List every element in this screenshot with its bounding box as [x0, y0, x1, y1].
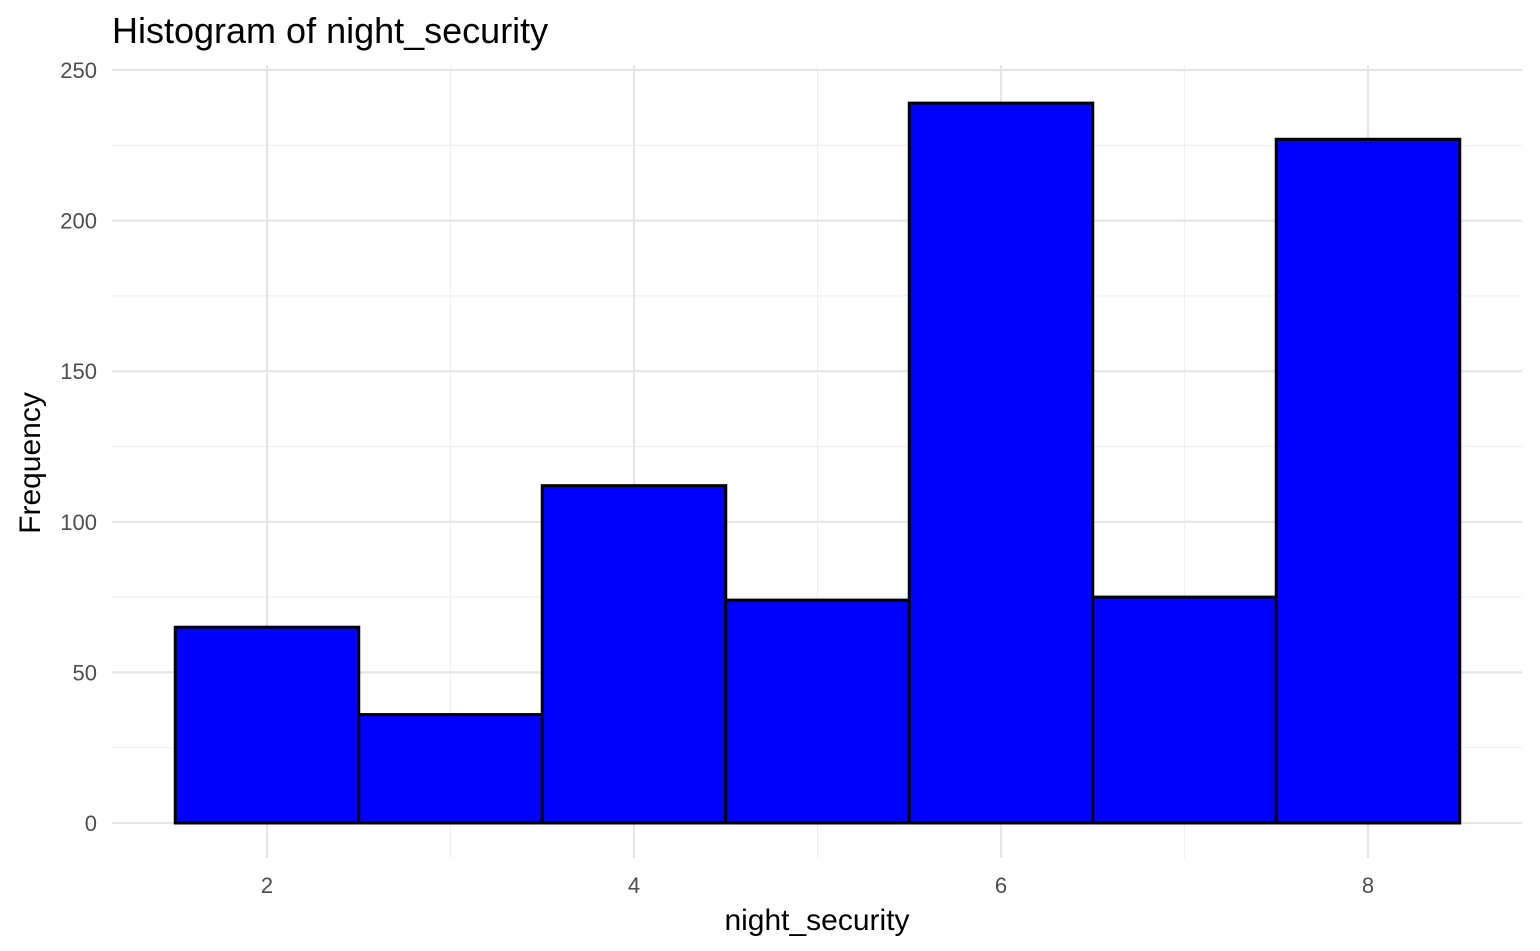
histogram-bar — [1274, 137, 1462, 825]
x-tick-label: 2 — [261, 873, 273, 898]
chart-title: Histogram of night_security — [112, 10, 548, 51]
x-tick-label: 8 — [1362, 873, 1374, 898]
histogram-bar — [907, 101, 1095, 825]
histogram-bar — [357, 713, 544, 825]
bars — [173, 101, 1462, 825]
y-tick-label: 50 — [73, 660, 97, 685]
x-tick-label: 4 — [628, 873, 640, 898]
y-tick-label: 150 — [60, 359, 97, 384]
x-tick-label: 6 — [995, 873, 1007, 898]
histogram-bar — [540, 484, 728, 825]
x-axis-title: night_security — [724, 904, 909, 937]
y-axis-title: Frequency — [14, 392, 47, 534]
y-tick-labels: 0 50 100 150 200 250 — [60, 58, 97, 836]
histogram-bar — [173, 625, 361, 825]
y-tick-label: 100 — [60, 510, 97, 535]
y-tick-label: 0 — [85, 811, 97, 836]
histogram-bar — [1091, 595, 1278, 825]
y-tick-label: 250 — [60, 58, 97, 83]
y-tick-label: 200 — [60, 209, 97, 234]
histogram-bar — [724, 598, 911, 825]
x-tick-labels: 2 4 6 8 — [261, 873, 1374, 898]
